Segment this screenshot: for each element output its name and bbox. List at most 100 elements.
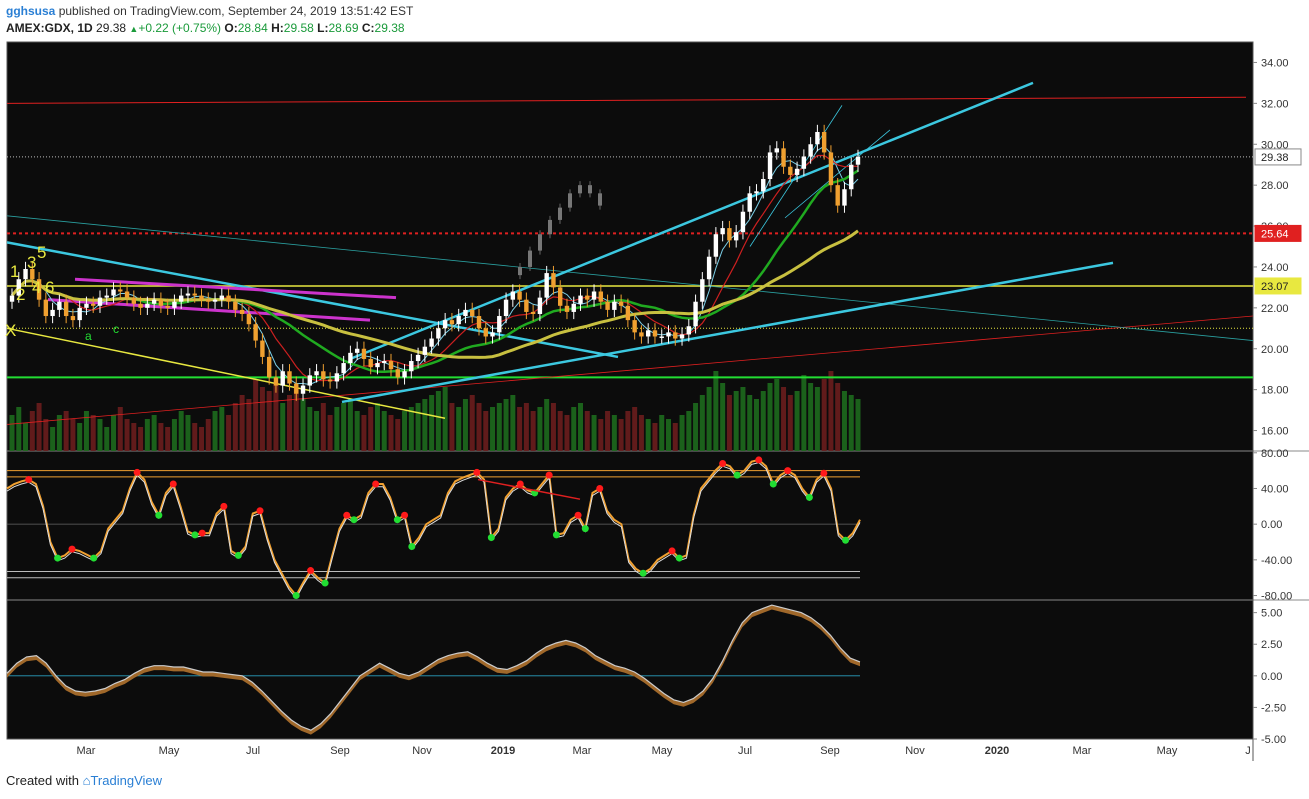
volume-bar [286,395,292,451]
candle-body [111,289,116,296]
volume-bar [381,411,387,451]
volume-bar [618,419,624,451]
overlay-candle [528,250,532,267]
osc-trough-dot [393,516,401,524]
volume-bar [16,407,22,451]
price-label: 25.64 [1261,228,1289,240]
volume-bar [503,399,509,451]
candle-body [713,234,719,257]
candle-body [815,131,820,145]
volume-bar [111,415,117,451]
candle-body [835,185,840,206]
volume-bar [151,415,157,451]
price-axis[interactable]: 34.0032.0030.0028.0026.0024.0022.0020.00… [1253,57,1302,746]
candle-body [124,291,130,298]
candle-body [530,311,536,314]
candle-body [260,340,265,357]
price-tick-label: 32.00 [1261,98,1289,110]
volume-bar [327,415,333,451]
osc-peak-dot [574,511,582,519]
osc-peak-dot [220,502,228,510]
price-tick-label: 24.00 [1261,262,1289,274]
candle-body [91,303,96,306]
osc-trough-dot [769,480,777,488]
osc-peak-dot [545,471,553,479]
candle-body [354,348,360,353]
symbol-label: AMEX:GDX, 1D [6,21,93,35]
price-label: 29.38 [1261,152,1289,164]
volume-bar [496,403,502,451]
volume-bar [693,403,699,451]
candle-body [456,316,461,325]
volume-bar [138,427,144,451]
time-axis[interactable]: Mar May Jul Sep Nov 2019 Mar May Jul Sep Nov 2020 Ma… [77,745,1251,757]
volume-bar [212,411,218,451]
olive-average-line [10,229,859,359]
volume-bar [550,403,556,451]
volume-bar [835,383,841,451]
wave-label: X [5,321,16,340]
osc-tick-label: 40.00 [1261,483,1289,495]
volume-bar [760,391,766,451]
candle-body [733,232,739,241]
candle-body [700,279,705,302]
volume-bar [483,411,489,451]
volume-bar [171,419,177,451]
candle-body [219,295,225,300]
candle-body [774,148,779,153]
candle-body [497,316,502,333]
candle-body [524,299,529,312]
candle-body [151,299,157,304]
volume-bar [679,415,685,451]
teal-trend-line [6,215,1254,341]
volume-bar [557,411,563,451]
overlay-candle [518,266,522,276]
wave-label: 6 [45,278,54,297]
volume-bar [361,415,367,451]
volume-bar [90,415,96,451]
volume-bar [259,387,265,451]
volume-bar [23,423,29,451]
volume-bar [104,427,110,451]
candle-body [395,369,400,378]
publish-line: gghsusa published on TradingView.com, Se… [6,4,413,18]
volume-bar [814,387,820,451]
volume-bar [232,403,238,451]
wave-label: 2 [16,285,25,304]
candle-body [382,361,387,364]
candle-body [23,268,28,280]
volume-bar [584,411,590,451]
osc-signal-line [6,458,861,598]
candle-body [36,279,42,300]
high-label: H: [271,21,284,35]
candle-body [794,168,800,175]
candle-body [239,309,245,314]
candle-body [558,287,563,306]
resistance-trend-line [6,96,1247,104]
candle-body [422,346,428,355]
candle-body [233,301,238,310]
candle-body [544,273,549,298]
high-value: 29.58 [283,21,314,35]
created-with-text: Created with [6,773,79,788]
volume-bar [720,383,726,451]
osc-trough-dot [408,542,416,550]
mom-tick-label: 0.00 [1261,671,1282,683]
volume-bar [774,379,780,451]
chart-background [7,42,1253,739]
osc-peak-dot [198,529,206,537]
volume-bar [415,403,421,451]
tradingview-link[interactable]: TradingView [90,773,163,788]
volume-bar [652,423,658,451]
volume-bar [753,399,759,451]
price-tick-label: 20.00 [1261,344,1289,356]
candle-body [483,328,488,337]
volume-bar [70,419,76,451]
candle-body [334,373,340,382]
candle-body [226,295,231,302]
candle-body [666,332,671,337]
candle-body [273,377,279,386]
author-name[interactable]: gghsusa [6,4,56,18]
volume-bar [449,403,455,451]
